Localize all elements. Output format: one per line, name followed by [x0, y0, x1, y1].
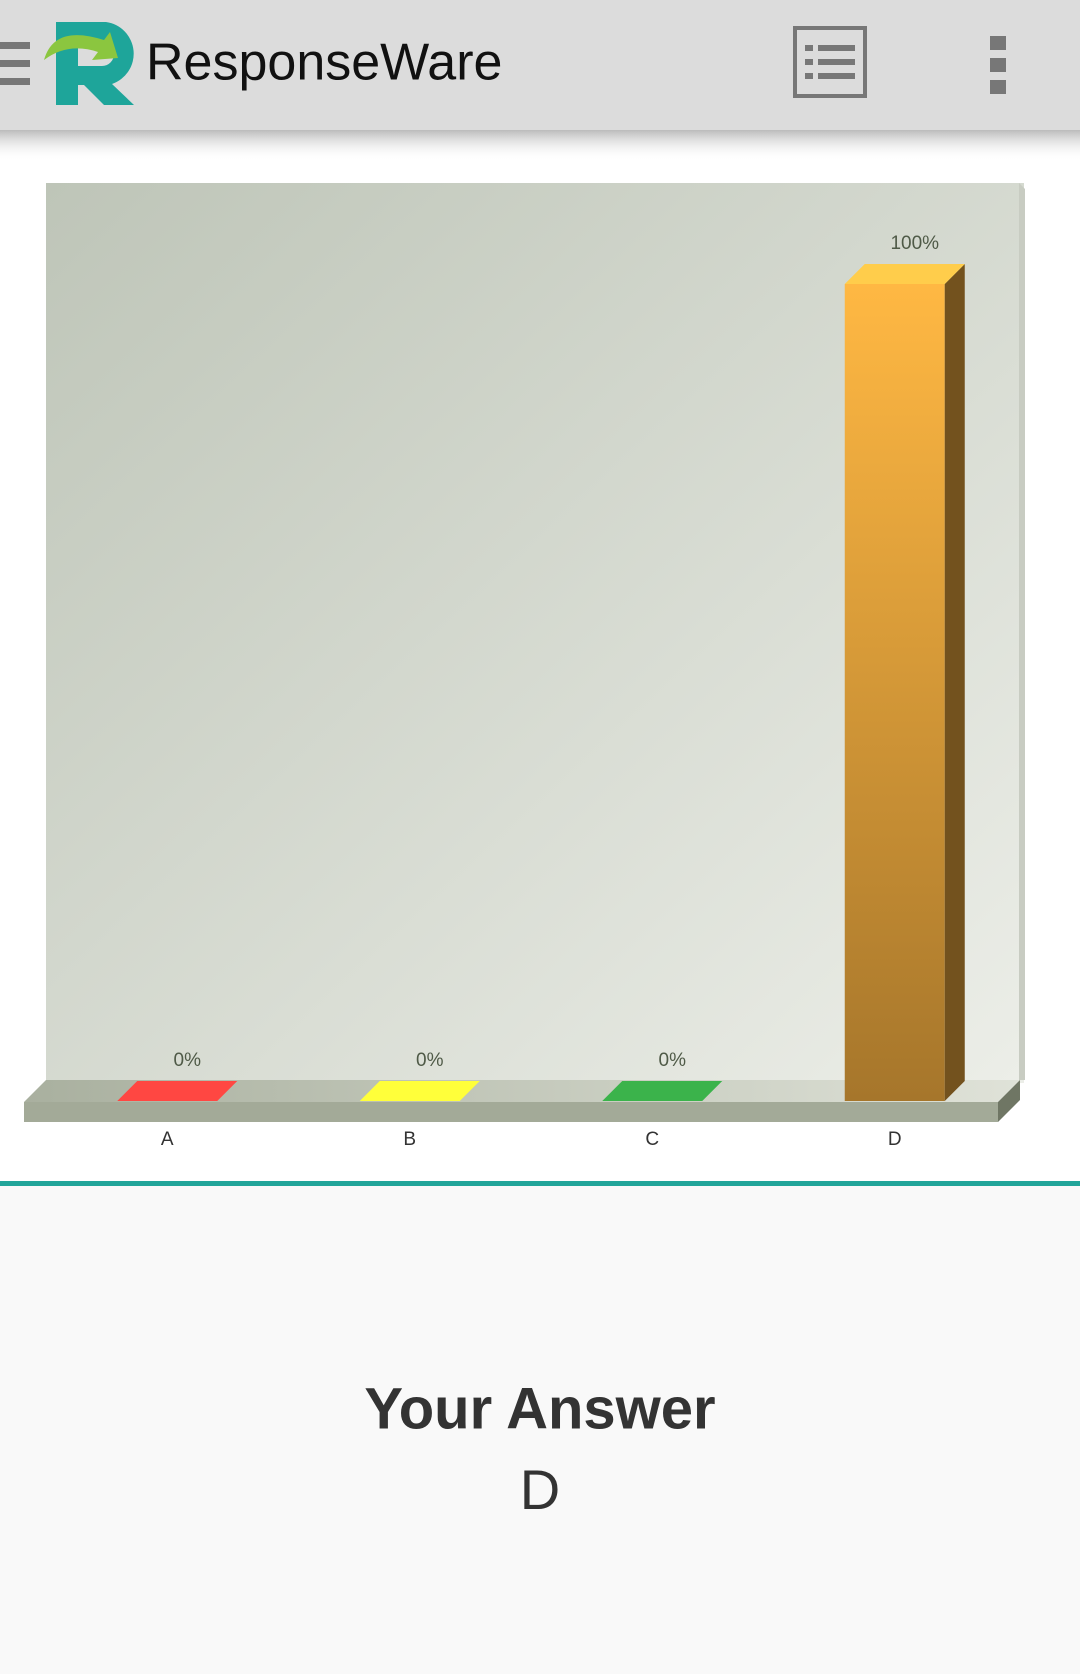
- app-title: ResponseWare: [146, 34, 502, 92]
- x-tick-label: C: [645, 1129, 659, 1150]
- list-button[interactable]: [793, 26, 867, 98]
- bar-side: [944, 264, 965, 1101]
- bar-top: [359, 1081, 480, 1101]
- chart-wall-edge: [1019, 183, 1025, 1080]
- bar: [844, 264, 965, 1101]
- x-tick-label: B: [403, 1129, 416, 1150]
- bar: [602, 1081, 723, 1101]
- logo: [44, 22, 134, 105]
- value-label: 0%: [174, 1050, 202, 1071]
- divider: [0, 1181, 1080, 1186]
- chart-floor-side: [998, 1080, 1020, 1122]
- toolbar: [0, 0, 1080, 130]
- chart-floor-front: [24, 1102, 998, 1122]
- bar: [117, 1081, 238, 1101]
- overflow-button[interactable]: [990, 36, 1006, 94]
- chart-floor: [24, 1080, 1020, 1102]
- value-label: 0%: [416, 1050, 444, 1071]
- answer-value: D: [520, 1458, 560, 1521]
- toolbar-shadow: [0, 130, 1080, 160]
- bar-front: [844, 284, 945, 1101]
- bar-top: [602, 1081, 723, 1101]
- bar-top: [844, 264, 965, 284]
- menu-button[interactable]: [0, 42, 30, 85]
- x-tick-label: A: [161, 1129, 174, 1150]
- bar: [359, 1081, 480, 1101]
- bar-top: [117, 1081, 238, 1101]
- x-tick-label: D: [888, 1129, 902, 1150]
- value-label: 100%: [890, 233, 939, 254]
- answer-panel: [0, 1186, 1080, 1674]
- bars: A 0% B 0% C 0% D 100%: [117, 233, 965, 1150]
- value-label: 0%: [659, 1050, 687, 1071]
- answer-heading: Your Answer: [364, 1376, 715, 1441]
